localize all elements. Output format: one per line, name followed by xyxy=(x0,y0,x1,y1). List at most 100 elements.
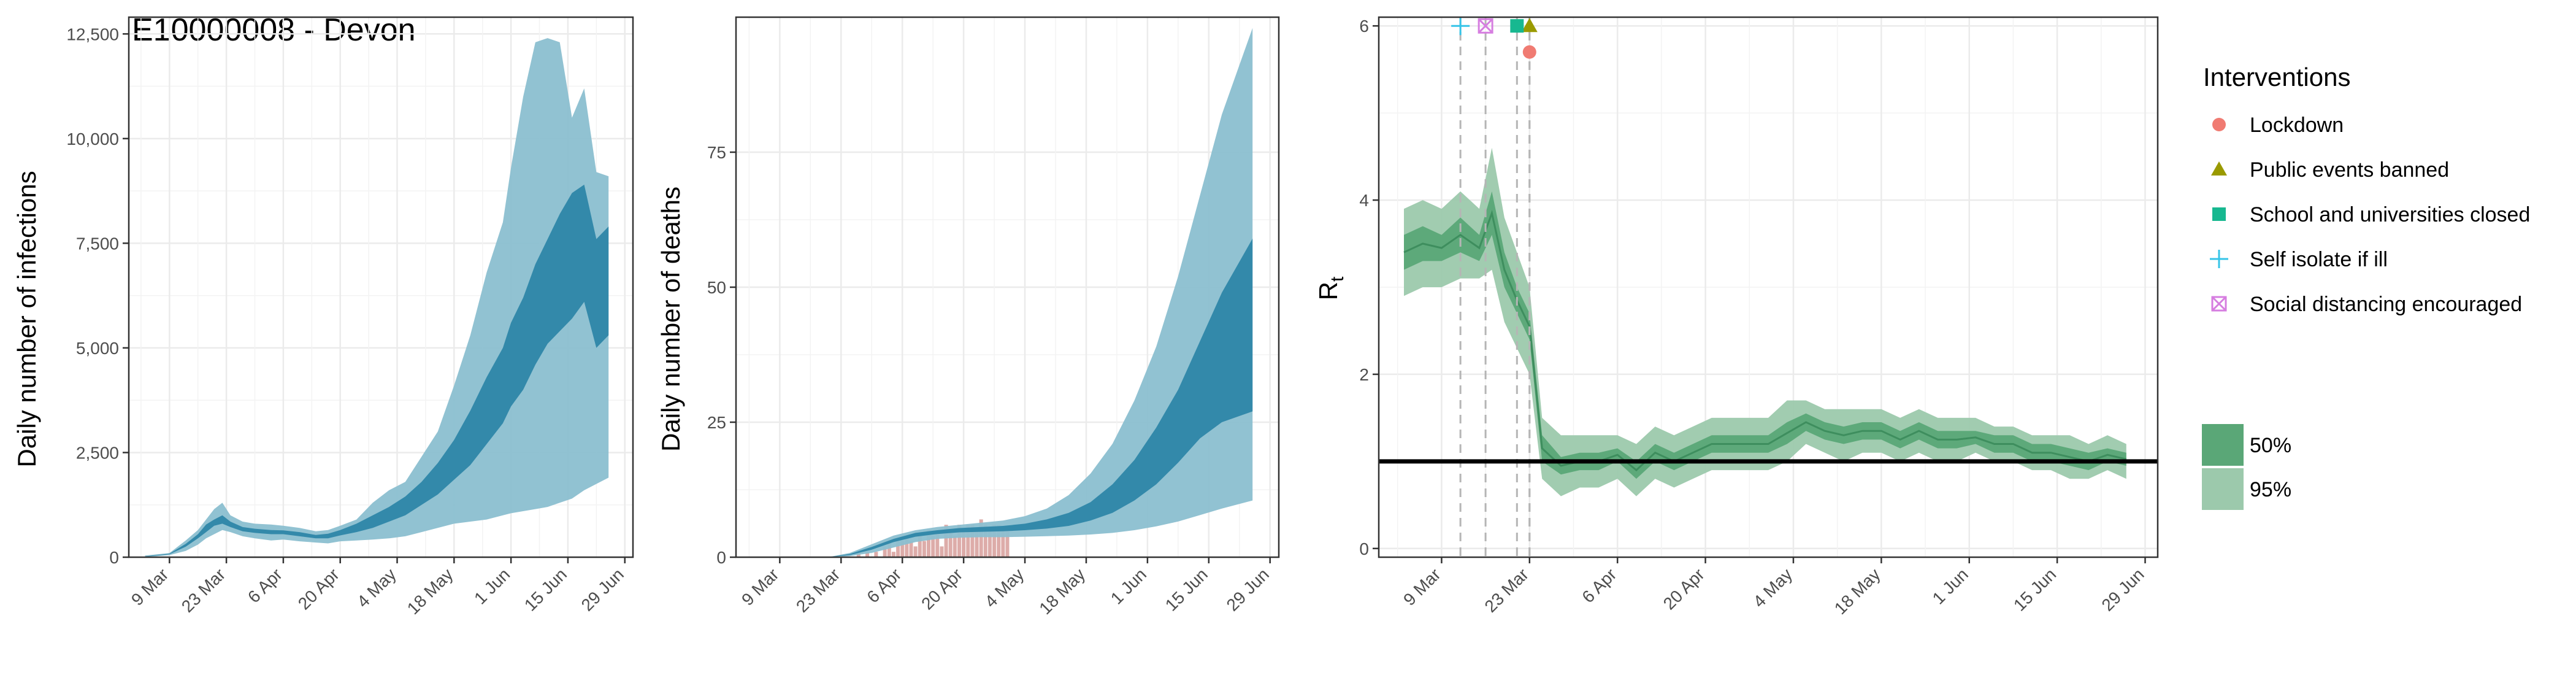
x-tick-label: 15 Jun xyxy=(1162,565,1211,614)
x-tick-label: 6 Apr xyxy=(244,565,286,606)
y-tick-label: 0 xyxy=(716,548,726,567)
median-line xyxy=(1403,210,2127,472)
y-tick-label: 0 xyxy=(1359,539,1369,558)
observed-death-bar xyxy=(940,546,944,557)
legend-label: Social distancing encouraged xyxy=(2250,293,2522,316)
observed-death-bar xyxy=(948,530,953,557)
intervention-marker xyxy=(1521,18,1538,33)
x-tick-label: 20 Apr xyxy=(918,565,966,613)
y-axis-label: Daily number of infections xyxy=(12,171,41,467)
y-tick-label: 2 xyxy=(1359,365,1369,384)
y-tick-label: 50 xyxy=(707,278,726,297)
x-tick-label: 9 Mar xyxy=(128,565,172,609)
band-50 xyxy=(753,238,1253,557)
legend-label: Lockdown xyxy=(2250,114,2344,137)
deaths-panel: Daily number of deaths 0 25 50 75 9 Mar 23 Ma… xyxy=(656,16,1280,618)
observed-death-bar xyxy=(987,530,992,557)
observed-death-bar xyxy=(922,541,926,557)
y-tick-label: 12,500 xyxy=(66,25,119,44)
intervention-marker xyxy=(1451,17,1470,36)
x-tick-label: 20 Apr xyxy=(1660,565,1708,613)
y-tick-label: 2,500 xyxy=(76,443,119,462)
observed-death-bar xyxy=(931,535,935,557)
observed-death-bar xyxy=(891,552,895,557)
observed-death-bar xyxy=(997,525,1001,557)
observed-death-bar xyxy=(865,552,870,557)
observed-death-bar xyxy=(927,530,931,557)
observed-death-bar xyxy=(905,535,909,557)
rt-panel: Rt 0 2 4 6 9 Mar 23 Mar 6 Apr 20 Apr 4 May 18 May… xyxy=(1314,16,2159,618)
legend-key xyxy=(2212,118,2226,131)
intervention-marker xyxy=(1478,18,1493,34)
band-95 xyxy=(753,28,1253,558)
observed-death-bar xyxy=(913,546,918,557)
x-tick-label: 18 May xyxy=(1831,565,1884,618)
observed-death-bar xyxy=(1001,530,1005,557)
observed-death-bar xyxy=(896,541,900,557)
x-tick-label: 18 May xyxy=(1035,565,1089,618)
x-tick-label: 6 Apr xyxy=(863,565,905,606)
x-tick-label: 23 Mar xyxy=(1481,565,1533,616)
legend-key xyxy=(2211,296,2227,312)
x-tick-label: 23 Mar xyxy=(178,565,229,616)
x-tick-label: 1 Jun xyxy=(1107,565,1150,608)
x-tick-label: 4 May xyxy=(981,565,1027,611)
observed-death-bar xyxy=(944,525,948,557)
x-tick-label: 29 Jun xyxy=(578,565,627,614)
intervention-marker xyxy=(1510,19,1524,33)
observed-death-bar xyxy=(900,541,905,557)
observed-death-bar xyxy=(966,525,970,557)
panel-border xyxy=(128,16,634,558)
observed-death-bar xyxy=(909,541,913,557)
legend-label: School and universities closed xyxy=(2250,203,2530,226)
legend-label: 95% xyxy=(2250,478,2291,501)
x-tick-label: 6 Apr xyxy=(1578,565,1620,606)
observed-death-bar xyxy=(970,525,975,557)
observed-death-bar xyxy=(1005,530,1010,557)
y-tick-label: 7,500 xyxy=(76,234,119,253)
legend-band-key xyxy=(2202,468,2244,510)
x-tick-label: 20 Apr xyxy=(294,565,343,613)
y-tick-label: 10,000 xyxy=(66,129,119,149)
legend-key xyxy=(2212,207,2226,221)
y-tick-label: 6 xyxy=(1359,17,1369,36)
x-tick-label: 4 May xyxy=(1749,565,1796,611)
y-axis-label: Daily number of deaths xyxy=(656,187,685,452)
x-tick-label: 9 Mar xyxy=(738,565,783,609)
observed-death-bar xyxy=(983,525,987,557)
x-tick-label: 18 May xyxy=(404,565,457,618)
legend-band-key xyxy=(2202,424,2244,466)
infections-panel: E10000008 - Devon Daily number of infect… xyxy=(12,12,634,618)
observed-death-bar xyxy=(953,535,957,557)
y-tick-label: 0 xyxy=(109,548,119,567)
observed-death-bar xyxy=(918,535,922,557)
observed-death-bar xyxy=(962,530,966,557)
y-axis-label: Rt xyxy=(1314,276,1347,300)
observed-death-bar xyxy=(935,530,940,557)
x-tick-label: 1 Jun xyxy=(470,565,513,608)
observed-death-bar xyxy=(957,525,961,557)
y-tick-label: 4 xyxy=(1359,191,1369,210)
observed-death-bar xyxy=(979,519,983,557)
observed-death-bar xyxy=(883,546,887,557)
observed-death-bar xyxy=(975,530,979,557)
x-tick-label: 1 Jun xyxy=(1929,565,1972,608)
legend-key xyxy=(2210,250,2228,268)
observed-death-bar xyxy=(887,541,891,557)
y-tick-label: 75 xyxy=(707,143,726,162)
band-50 xyxy=(1404,191,2126,479)
observed-death-bar xyxy=(874,552,878,557)
x-tick-label: 15 Jun xyxy=(2010,565,2060,614)
legend-label: 50% xyxy=(2250,434,2291,457)
legend: Interventions Lockdown Public events bann… xyxy=(2202,63,2530,510)
x-tick-label: 9 Mar xyxy=(1400,565,1444,609)
legend-label: Self isolate if ill xyxy=(2250,248,2388,271)
grid xyxy=(1379,17,2158,557)
y-tick-label: 25 xyxy=(707,413,726,432)
x-tick-label: 4 May xyxy=(353,565,400,611)
x-tick-label: 29 Jun xyxy=(1223,565,1273,614)
intervention-marker xyxy=(1522,45,1536,59)
legend-label: Public events banned xyxy=(2250,158,2449,182)
x-tick-label: 23 Mar xyxy=(792,565,844,616)
